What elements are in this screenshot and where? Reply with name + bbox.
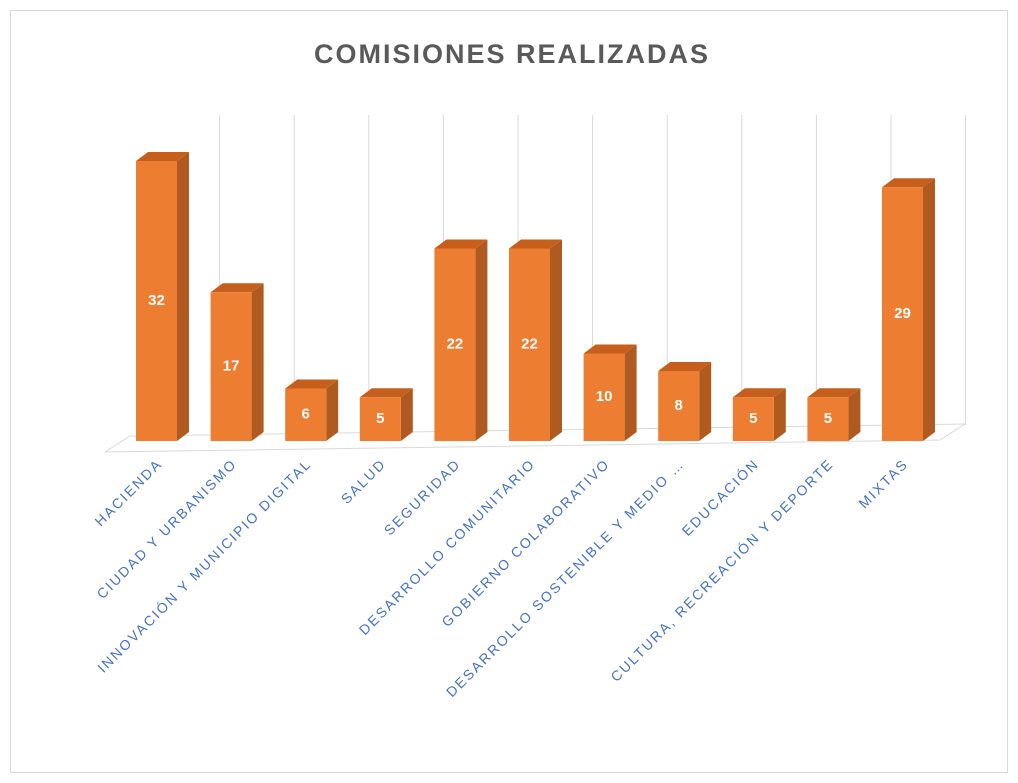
bar-side (624, 344, 637, 441)
bar (658, 371, 700, 441)
bar-side (550, 239, 562, 441)
bar (136, 161, 177, 441)
bar (285, 388, 327, 441)
bar (359, 397, 401, 441)
data-label: 10 (596, 388, 613, 405)
bar (807, 397, 849, 441)
bar (434, 248, 476, 441)
bar-side (699, 362, 712, 441)
bar-side (475, 239, 488, 441)
bar-side (326, 379, 339, 441)
data-label: 5 (376, 410, 384, 427)
bar-top (285, 379, 339, 389)
bar-top (136, 152, 189, 161)
bar-top (732, 388, 786, 398)
data-label: 6 (302, 406, 310, 423)
chart-title: COMISIONES REALIZADAS (314, 39, 710, 69)
bar-side (251, 283, 264, 441)
bar-top (210, 283, 264, 293)
data-label: 22 (521, 336, 538, 353)
data-label: 8 (675, 397, 683, 414)
bar (509, 248, 550, 441)
data-label: 5 (824, 410, 832, 427)
bar (882, 187, 923, 441)
bar (583, 353, 625, 441)
bar-top (359, 388, 413, 398)
data-label: 32 (148, 292, 165, 309)
bar-top (807, 388, 861, 398)
bar-top (658, 362, 712, 371)
data-label: 17 (223, 358, 240, 375)
bar-side (177, 152, 189, 441)
bar-side (848, 388, 861, 441)
bar (210, 292, 252, 441)
data-label: 22 (447, 336, 464, 353)
floor (103, 423, 967, 453)
bar-side (400, 388, 413, 441)
data-label: 29 (894, 305, 911, 322)
bar-top (434, 239, 488, 249)
bar-top (583, 344, 637, 354)
data-label: 5 (749, 410, 757, 427)
bar-top (509, 239, 562, 249)
bar-side (773, 388, 786, 441)
bar-side (923, 178, 935, 441)
bar (732, 397, 774, 441)
bar-top (882, 178, 935, 188)
